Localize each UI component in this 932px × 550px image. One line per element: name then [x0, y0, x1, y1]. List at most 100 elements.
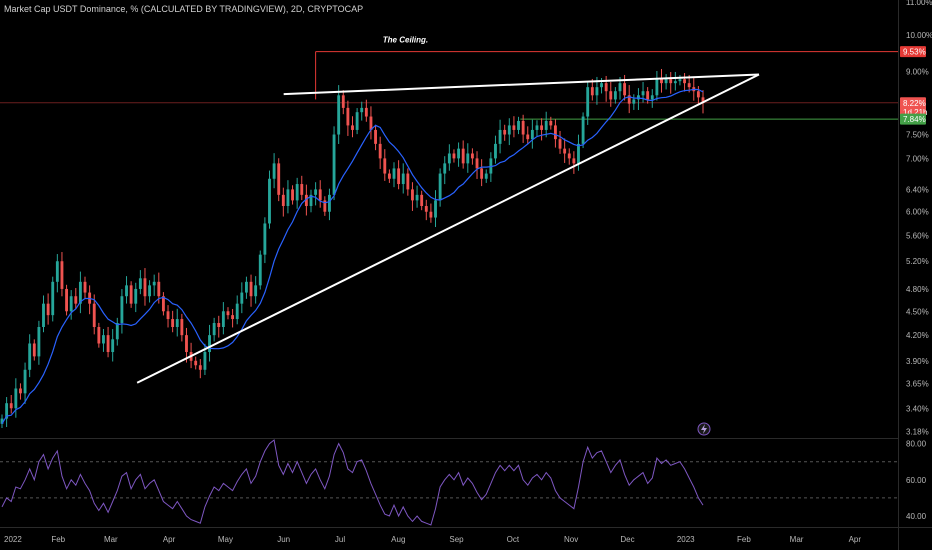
candle-body — [42, 303, 45, 328]
rsi-line — [1, 439, 704, 526]
candle-body — [655, 79, 659, 96]
candle-body — [461, 148, 465, 164]
trendlines[interactable] — [136, 73, 760, 384]
candle-body — [374, 129, 377, 144]
candle-body — [494, 143, 497, 159]
x-tick-label: Dec — [620, 535, 634, 544]
candle-body — [32, 343, 36, 357]
annotation-label: The Ceiling. — [383, 36, 428, 45]
y-tick-label: 4.80% — [906, 285, 929, 294]
candle-body — [604, 83, 608, 92]
candle-body — [194, 360, 198, 366]
candle-body — [558, 139, 562, 149]
candle-body — [424, 206, 428, 212]
y-tick-label: 7.00% — [906, 154, 929, 163]
trendline — [136, 73, 760, 384]
y-tick-label: 3.18% — [906, 427, 929, 436]
y-tick-label: 4.50% — [906, 307, 929, 316]
candle-body — [701, 97, 705, 103]
candle-body — [235, 303, 239, 320]
candle-body — [295, 184, 299, 201]
candle-body — [51, 281, 55, 316]
candle-body — [157, 281, 161, 297]
x-tick-label: Apr — [849, 535, 862, 544]
candle-body — [65, 288, 68, 312]
candle-body — [217, 323, 221, 328]
x-tick-label: Nov — [564, 535, 578, 544]
candle-body — [152, 281, 156, 286]
candle-body — [447, 153, 451, 164]
candle-body — [111, 339, 115, 353]
candle-body — [69, 296, 73, 312]
x-tick-label: Jul — [335, 535, 345, 544]
flash-icon[interactable] — [697, 422, 711, 436]
candle-body — [489, 158, 493, 174]
candle-body — [420, 194, 424, 207]
candle-body — [341, 95, 345, 108]
axes: 11.00% 10.00% 9.00% 7.50% 7.00% 6.40% 6.00% 5.6… — [4, 0, 932, 544]
candle-body — [148, 285, 152, 297]
candle-body — [609, 91, 613, 100]
candle-body — [55, 261, 59, 282]
candle-body — [263, 223, 267, 255]
candle-body — [590, 87, 594, 96]
candle-body — [212, 323, 216, 336]
annotations: The Ceiling. — [383, 36, 428, 45]
candle-body — [0, 418, 4, 424]
candle-body — [586, 87, 590, 117]
candle-body — [434, 200, 437, 218]
y-tick-label: 9.00% — [906, 67, 929, 76]
x-tick-label: 2023 — [677, 535, 695, 544]
candle-body — [623, 83, 627, 96]
chart-title: Market Cap USDT Dominance, % (CALCULATED… — [4, 4, 364, 14]
x-tick-label: Apr — [163, 535, 176, 544]
candle-body — [387, 173, 391, 179]
candle-body — [161, 296, 165, 312]
candle-body — [600, 83, 603, 88]
candle-body — [258, 254, 262, 286]
candle-body — [507, 125, 511, 135]
candle-body — [411, 189, 414, 201]
candle-body — [166, 311, 170, 320]
ceiling-price-badge: 9.53% — [903, 48, 926, 57]
candle-body — [337, 95, 341, 135]
candle-body — [503, 129, 507, 135]
candle-body — [231, 315, 235, 320]
candle-body — [401, 173, 405, 185]
candles — [0, 68, 705, 428]
candle-body — [180, 319, 184, 336]
x-tick-label: Sep — [449, 535, 464, 544]
candle-body — [346, 107, 350, 126]
candle-body — [138, 278, 142, 289]
candle-body — [577, 143, 580, 164]
x-tick-label: Jun — [277, 535, 290, 544]
candle-body — [120, 296, 124, 324]
candle-body — [392, 168, 396, 179]
y-tick-label: 5.60% — [906, 232, 929, 241]
candle-body — [244, 281, 248, 293]
candle-body — [134, 288, 138, 304]
x-tick-label: 2022 — [4, 535, 22, 544]
candle-body — [378, 143, 382, 159]
candle-body — [664, 79, 668, 84]
candle-body — [277, 163, 281, 195]
candle-body — [171, 319, 175, 328]
candle-body — [429, 211, 433, 218]
candle-body — [521, 120, 525, 135]
candle-body — [687, 83, 691, 88]
candle-body — [351, 125, 354, 130]
candle-body — [106, 335, 110, 353]
candle-body — [249, 281, 253, 297]
trendline — [283, 73, 760, 96]
y-tick-label: 6.00% — [906, 208, 929, 217]
candle-body — [457, 148, 461, 159]
candle-body — [475, 158, 479, 169]
y-tick-label: 11.00% — [906, 0, 932, 7]
candle-body — [60, 261, 64, 289]
support-price-badge: 7.84% — [903, 115, 926, 124]
candle-body — [683, 79, 686, 84]
candle-body — [669, 79, 673, 84]
x-tick-label: Mar — [790, 535, 804, 544]
